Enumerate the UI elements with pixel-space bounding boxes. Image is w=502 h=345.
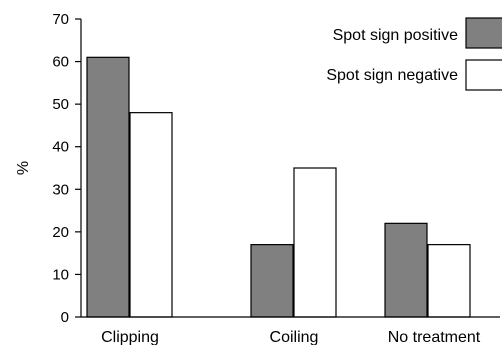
bars (86, 56, 471, 318)
bar-spot-sign-positive-2 (384, 222, 428, 318)
bar-spot-sign-positive-0 (86, 56, 130, 318)
legend-label: Spot sign negative (326, 67, 458, 84)
y-tick-label: 70 (52, 11, 69, 28)
y-axis-title: % (15, 161, 32, 175)
y-tick-label: 20 (52, 224, 69, 241)
y-tick-label: 50 (52, 96, 69, 113)
bar-spot-sign-negative-2 (427, 244, 471, 318)
legend-label: Spot sign positive (333, 27, 459, 44)
y-tick-label: 60 (52, 54, 69, 71)
x-category-label: Coiling (270, 329, 319, 345)
legend-swatch (465, 17, 502, 49)
x-category-label: No treatment (388, 329, 481, 345)
bar-spot-sign-positive-1 (250, 244, 294, 318)
y-tick-label: 10 (52, 266, 69, 283)
y-tick-label: 0 (61, 309, 69, 326)
legend: Spot sign positive Spot sign negative (326, 17, 502, 91)
bar-spot-sign-negative-0 (129, 112, 173, 318)
y-tick-label: 30 (52, 181, 69, 198)
y-axis: 0 10 20 30 40 50 60 70 (52, 11, 82, 326)
x-axis: Clipping Coiling No treatment (81, 316, 500, 345)
y-tick-label: 40 (52, 139, 69, 156)
legend-swatch (465, 59, 502, 91)
x-category-label: Clipping (101, 329, 159, 345)
bar-spot-sign-negative-1 (293, 167, 337, 318)
